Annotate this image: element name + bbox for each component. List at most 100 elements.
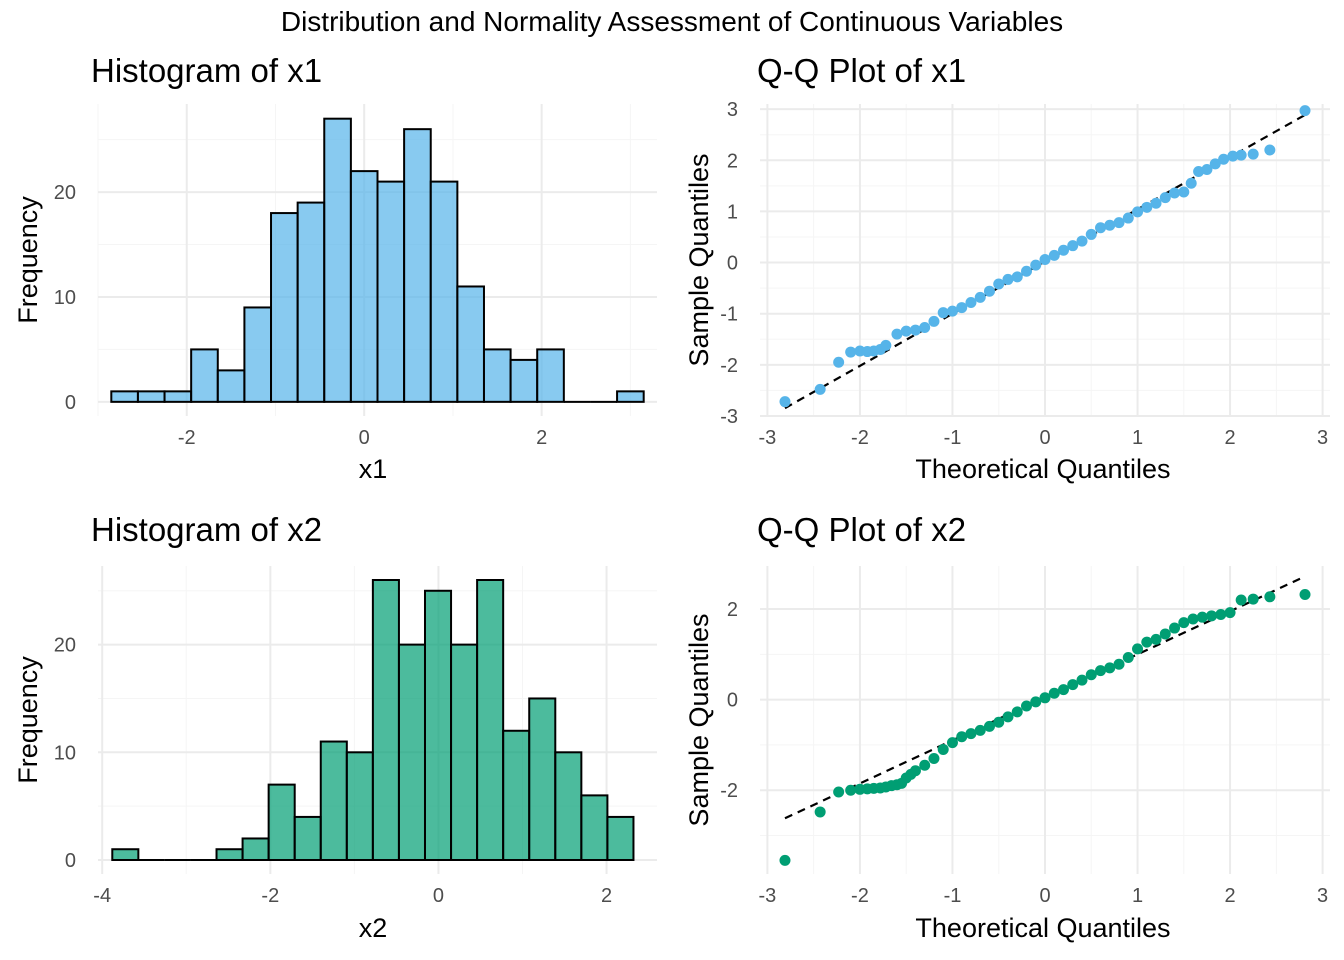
histogram-bar (215, 848, 244, 862)
qq-point (1011, 271, 1023, 283)
qq-point (919, 759, 931, 771)
histogram-bar (296, 201, 326, 403)
qq-point (1002, 273, 1014, 285)
x-axis-label: Theoretical Quantiles (915, 454, 1170, 484)
qq-point (1132, 206, 1144, 218)
qq-point (983, 720, 995, 732)
x-tick-label: -2 (178, 427, 196, 449)
y-tick-label: 20 (54, 635, 76, 657)
qq-point (1076, 674, 1088, 686)
histogram-bar (528, 697, 557, 862)
qq-point (1141, 636, 1153, 648)
qq-point (983, 285, 995, 297)
y-tick-label: 10 (54, 742, 76, 764)
x-tick-label: -2 (851, 427, 869, 449)
x-tick-label: 3 (1317, 427, 1328, 449)
y-axis-label: Sample Quantiles (684, 153, 714, 366)
qq-point (946, 737, 958, 749)
x-tick-label: -3 (759, 885, 777, 907)
histogram-bar (554, 751, 583, 861)
qq-point (974, 724, 986, 736)
x-tick-label: 2 (1225, 885, 1236, 907)
qq-point (1247, 148, 1259, 160)
qq-point (1048, 687, 1060, 699)
qq-point (1020, 265, 1032, 277)
histogram-bar (136, 390, 166, 403)
qq-point (965, 296, 977, 308)
qq-x1-panel: -3 -2 -1 0 1 2 3 -3 -2 -1 0 1 2 3 Q-Q Plot of x1 Theore… (684, 52, 1330, 484)
y-tick-label: -3 (720, 406, 738, 428)
qq-point (1030, 696, 1042, 708)
x-tick-label: -3 (759, 427, 777, 449)
x-tick-label: 2 (536, 427, 547, 449)
histogram-bar (190, 348, 219, 403)
y-axis-label: Frequency (13, 196, 43, 324)
qq-point (1196, 611, 1208, 623)
histogram-bar (163, 390, 193, 403)
y-tick-label: 10 (54, 287, 76, 309)
histogram-bar (456, 285, 485, 403)
qq-point (845, 784, 857, 796)
panel-title: Histogram of x1 (91, 52, 322, 89)
panel-title: Q-Q Plot of x1 (757, 52, 966, 89)
panel-title: Q-Q Plot of x2 (757, 511, 966, 548)
qq-point (937, 307, 949, 319)
qq-point (1085, 669, 1097, 681)
histogram-bar (606, 815, 635, 862)
histogram-bar (429, 180, 459, 403)
qq-point (1235, 594, 1247, 606)
qq-point (1095, 222, 1107, 234)
qq-point (1141, 201, 1153, 213)
qq-point (909, 324, 921, 336)
x-tick-label: -2 (851, 885, 869, 907)
histogram-bar (376, 180, 406, 403)
qq-point (1299, 589, 1311, 601)
qq-point (909, 765, 921, 777)
qq-point (1113, 217, 1125, 229)
histogram-bar (482, 348, 512, 403)
qq-point (1187, 613, 1199, 625)
qq-point (1264, 591, 1276, 603)
qq-point (833, 786, 845, 798)
x-tick-label: 2 (1225, 427, 1236, 449)
qq-point (956, 731, 968, 743)
marks (779, 575, 1311, 866)
x-tick-label: -4 (93, 885, 111, 907)
qq-point (1218, 153, 1230, 165)
qq-point (937, 743, 949, 755)
qq-point (974, 291, 986, 303)
qq-point (1235, 149, 1247, 161)
x-axis-label: x1 (359, 454, 388, 484)
qq-point (919, 322, 931, 334)
histogram-bar (616, 390, 645, 403)
x-tick-label: 1 (1132, 427, 1143, 449)
qq-point (1122, 651, 1134, 663)
qq-point (1264, 144, 1276, 156)
qq-point (1247, 593, 1259, 605)
y-tick-label: -1 (720, 304, 738, 326)
y-tick-label: 3 (727, 99, 738, 121)
histogram-bar (241, 837, 270, 862)
marks (110, 117, 645, 403)
qq-point (1067, 679, 1079, 691)
qq-point (928, 315, 940, 327)
histogram-bar (580, 794, 609, 862)
x-tick-label: 3 (1317, 885, 1328, 907)
qq-point (1299, 105, 1311, 117)
x-tick-label: 1 (1132, 885, 1143, 907)
marks (779, 105, 1311, 410)
figure-title: Distribution and Normality Assessment of… (281, 6, 1063, 37)
histogram-bar (267, 783, 296, 861)
qq-point (845, 346, 857, 358)
qq-point (1178, 186, 1190, 198)
histogram-bar (110, 390, 139, 403)
x-tick-label: -2 (261, 885, 279, 907)
qq-point (880, 339, 892, 351)
histogram-bar (476, 579, 505, 861)
qq-point (1224, 607, 1236, 619)
qq-point (956, 302, 968, 314)
y-tick-label: 20 (54, 182, 76, 204)
qq-point (1132, 643, 1144, 655)
